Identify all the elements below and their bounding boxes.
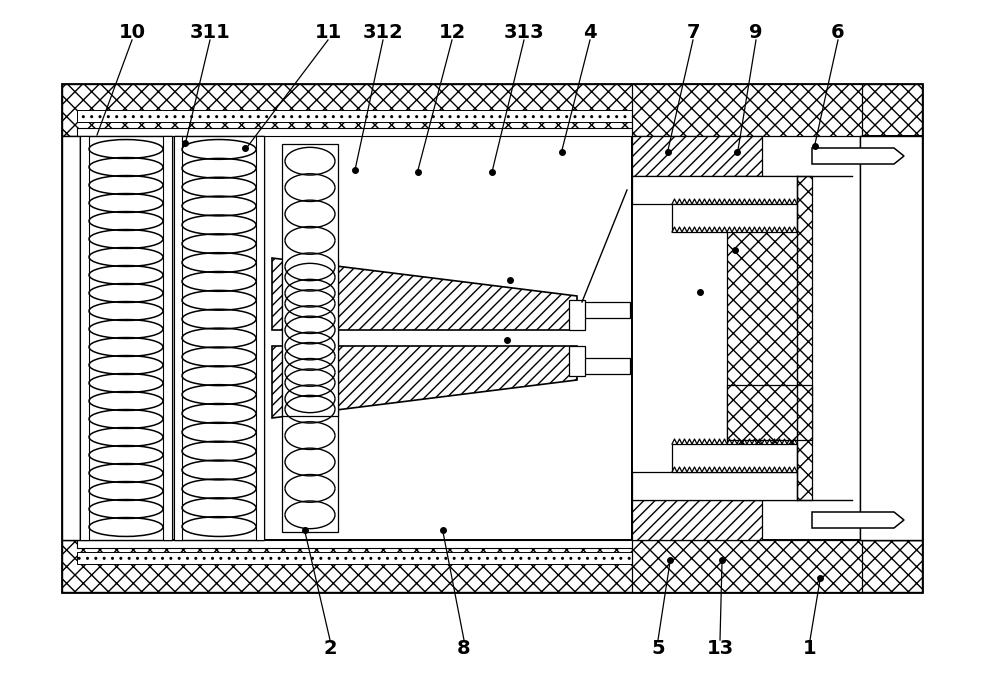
Bar [632,176,797,204]
Text: 1: 1 [803,639,817,658]
Bar [727,176,812,500]
Bar [577,358,630,374]
Text: 6: 6 [831,22,845,41]
Bar [632,500,762,540]
Bar [577,302,630,318]
Text: 5: 5 [651,639,665,658]
Text: 10: 10 [119,22,146,41]
Polygon shape [272,258,577,330]
Bar [172,136,632,540]
Bar [282,260,338,532]
Bar [62,84,922,136]
Bar [62,540,922,592]
Bar [163,136,172,540]
Text: 2: 2 [323,639,337,658]
Bar [256,136,264,540]
Bar [80,136,172,540]
Bar [860,136,922,540]
Bar [62,84,922,592]
Text: 11: 11 [314,22,342,41]
Text: 4: 4 [583,22,597,41]
Text: 7: 7 [686,22,700,41]
Bar [632,540,862,592]
Polygon shape [272,346,577,418]
Bar [632,136,762,176]
Bar [174,136,264,540]
Bar [569,346,585,376]
Bar [77,110,682,122]
Bar [77,552,682,564]
Text: 311: 311 [190,22,230,41]
Text: 8: 8 [457,639,471,658]
Bar [77,128,682,136]
Bar [632,136,922,540]
Polygon shape [812,148,904,164]
Bar [860,136,922,540]
Text: 312: 312 [363,22,403,41]
Polygon shape [812,512,904,528]
Bar [672,204,797,232]
Text: 313: 313 [504,22,544,41]
Bar [569,300,585,330]
Bar [727,385,812,440]
Bar [80,136,89,540]
Text: 13: 13 [706,639,734,658]
Bar [672,444,797,472]
Bar [77,540,682,548]
Text: 12: 12 [438,22,466,41]
Bar [62,136,80,540]
Bar [632,472,797,500]
Bar [632,84,862,136]
Bar [174,136,182,540]
Bar [282,144,338,416]
Text: 9: 9 [749,22,763,41]
